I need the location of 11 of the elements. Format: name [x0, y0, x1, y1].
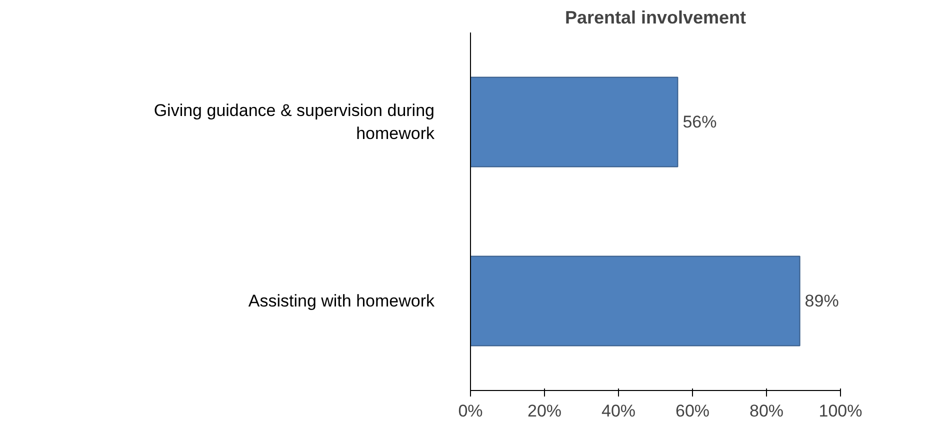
x-tick-label: 80% [749, 402, 784, 420]
x-tick-label: 60% [675, 402, 710, 420]
x-tick-label: 0% [458, 402, 483, 420]
x-tick-label: 40% [601, 402, 636, 420]
x-tick-label: 20% [527, 402, 562, 420]
y-tick-label: Assisting with homework [248, 292, 435, 310]
data-label: 56% [682, 112, 717, 132]
chart-title: Parental involvement [564, 8, 746, 28]
x-tick-label: 100% [818, 402, 862, 420]
data-label: 89% [804, 292, 839, 310]
y-tick-label: Giving guidance & supervision during homework [154, 101, 435, 143]
